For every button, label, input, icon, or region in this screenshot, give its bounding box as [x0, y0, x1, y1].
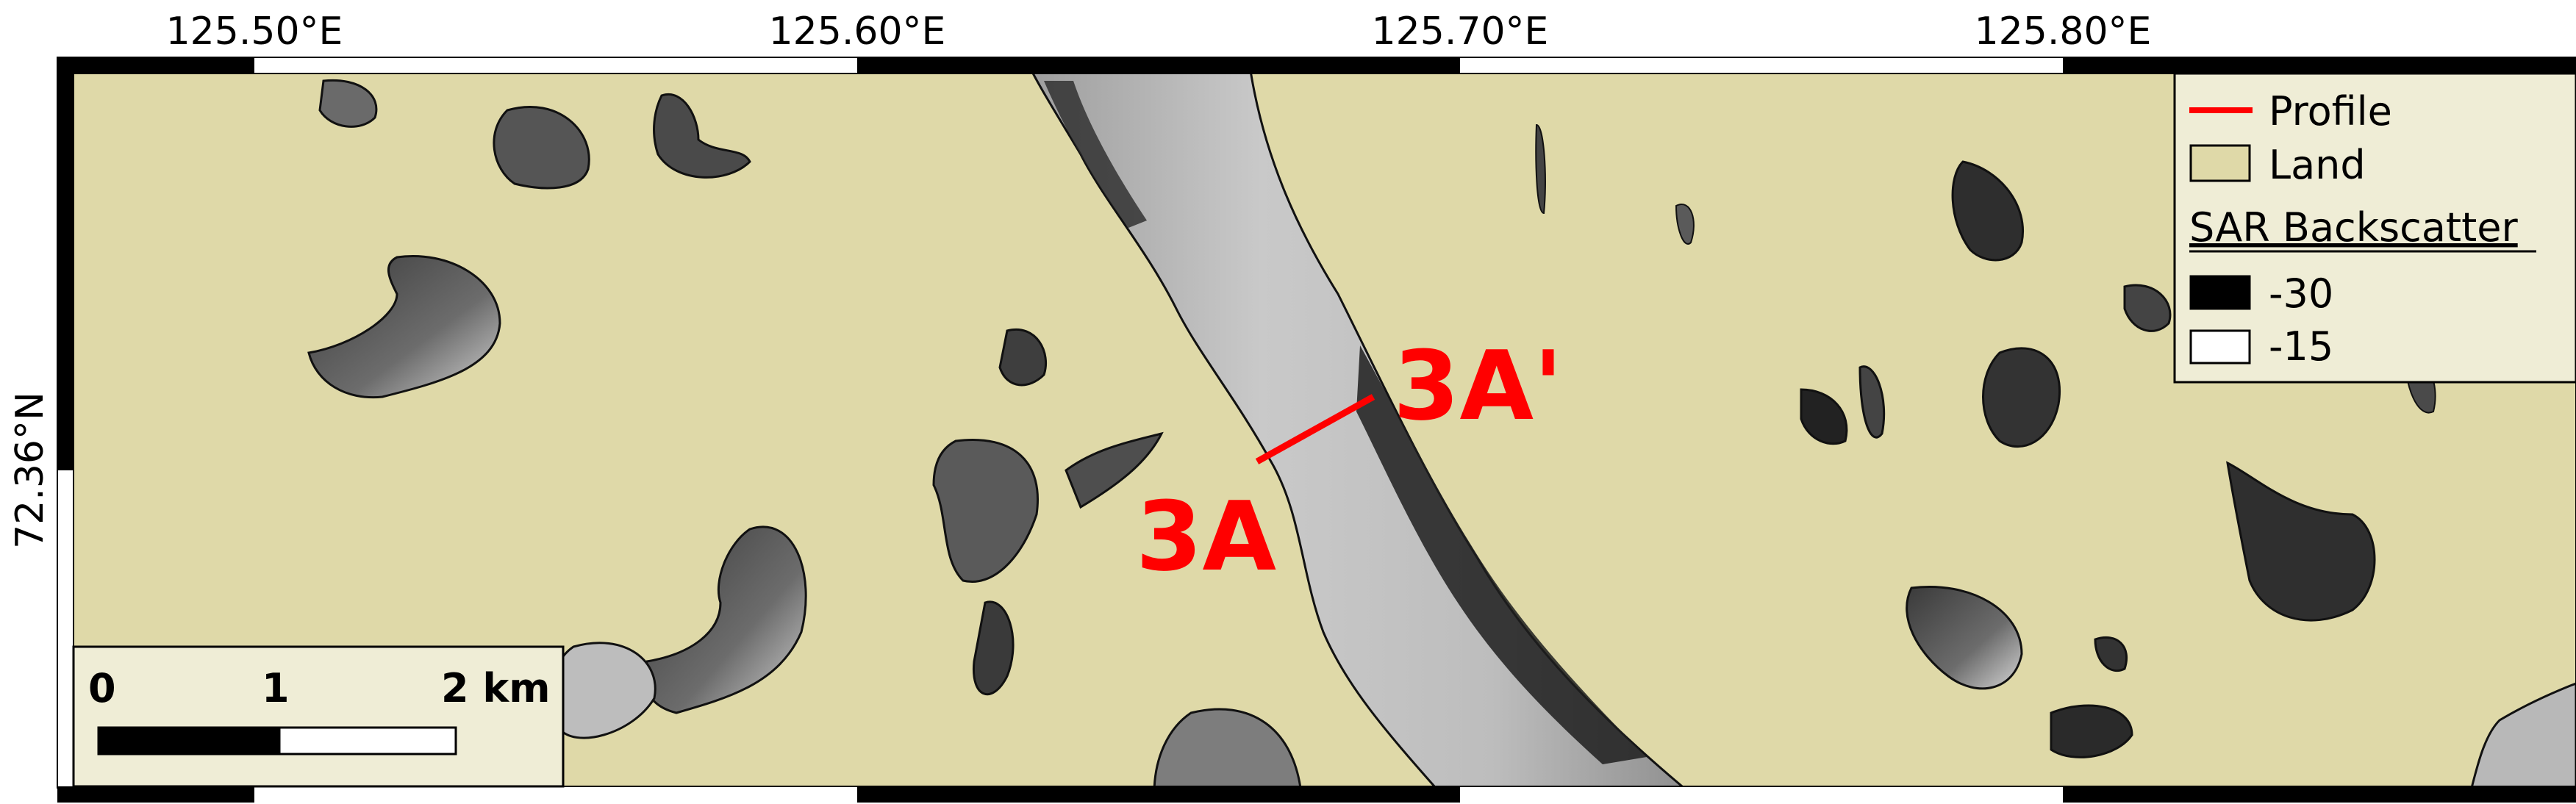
lon-tick-label: 125.70°E [1372, 10, 1549, 54]
lake [2226, 461, 2376, 622]
left-axis-labels: 72.36°N [8, 392, 52, 549]
lake [1675, 204, 1695, 245]
lake [972, 600, 1015, 696]
lake [1982, 347, 2061, 448]
river-channel [1031, 73, 1684, 786]
lake [932, 439, 1039, 583]
scale-bar-white-segment [278, 726, 457, 755]
legend-land-label: Land [2269, 142, 2366, 188]
profile-end-label: 3A' [1393, 330, 1563, 442]
lake [1065, 431, 1164, 509]
lake [307, 255, 501, 399]
legend-sar-min-label: -30 [2269, 270, 2333, 317]
legend-sar-max-label: -15 [2269, 323, 2333, 370]
lake [1858, 365, 1886, 439]
legend-sar-min-swatch [2189, 275, 2251, 310]
lake [1906, 586, 2023, 690]
lake [1951, 160, 2024, 262]
profile-3A: 3A 3A' [1136, 330, 1563, 592]
lake [2123, 284, 2172, 332]
legend-sar-title: SAR Backscatter [2189, 204, 2518, 251]
lon-tick-label: 125.60°E [769, 10, 946, 54]
scale-bar: 0 1 2 km [72, 645, 565, 788]
lake [1153, 708, 1302, 786]
lake [1535, 123, 1546, 215]
lake [998, 328, 1048, 387]
river-shore-dark-north [1044, 81, 1147, 228]
legend: Profile Land SAR Backscatter -30 -15 [2173, 72, 2576, 384]
scale-bar-box [72, 645, 565, 788]
lon-tick-label: 125.80°E [1975, 10, 2152, 54]
lake [318, 79, 378, 128]
lake [643, 525, 807, 714]
profile-line [1255, 394, 1375, 464]
scale-bar-black-segment [97, 726, 281, 755]
lake [2470, 682, 2576, 786]
lake [2094, 636, 2128, 672]
legend-sar-max-swatch [2189, 329, 2251, 365]
lake [2050, 704, 2133, 758]
lon-tick-label: 125.50°E [166, 10, 343, 54]
lake [493, 106, 590, 190]
water-bodies [307, 73, 2576, 786]
lake [1800, 388, 1848, 445]
profile-start-label: 3A [1136, 481, 1276, 592]
scale-label-2: 2 km [441, 665, 551, 711]
scale-label-1: 1 [262, 665, 290, 711]
lat-tick-label: 72.36°N [8, 392, 52, 549]
legend-land-swatch [2189, 144, 2251, 182]
lake [653, 93, 751, 179]
map-frame [57, 57, 2576, 803]
legend-profile-label: Profile [2269, 88, 2392, 134]
scale-label-0: 0 [88, 665, 116, 711]
top-axis-labels: 125.50°E 125.60°E 125.70°E 125.80°E [166, 10, 2152, 54]
